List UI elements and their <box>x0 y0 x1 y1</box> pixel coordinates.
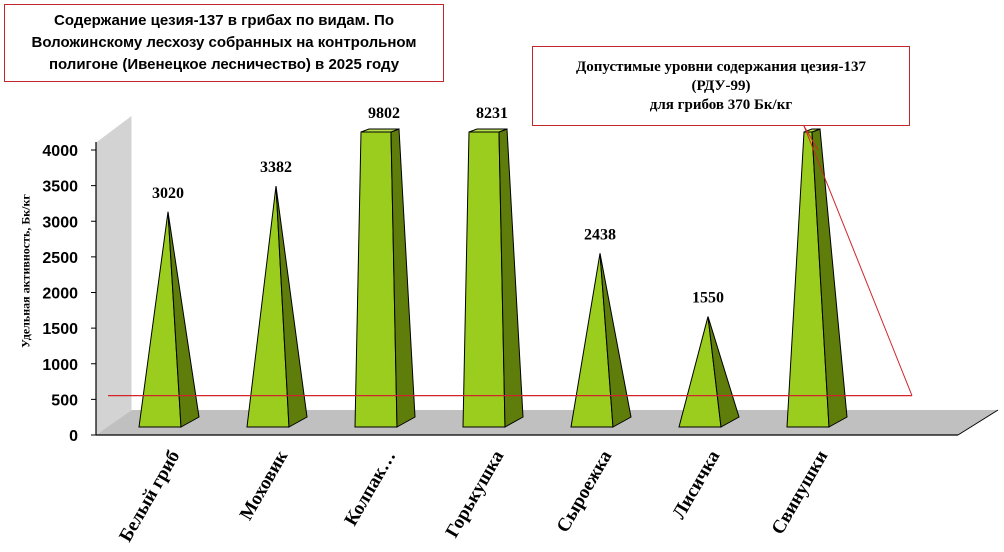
y-tick-label: 1500 <box>42 321 78 338</box>
bar-data-label: 2438 <box>584 226 616 243</box>
y-tick-label: 1000 <box>42 357 78 374</box>
category-label: Свинушки <box>767 447 832 538</box>
category-label: Горькушка <box>442 447 509 542</box>
chart-floor <box>96 410 998 435</box>
annotation-pointer-line <box>803 125 819 151</box>
bar-top-face <box>803 128 821 133</box>
category-label: Белый гриб <box>115 447 184 546</box>
bar-top-face <box>360 128 400 133</box>
bar-data-label: 9802 <box>368 105 400 122</box>
y-tick-label: 500 <box>51 392 78 409</box>
bar-data-label: 8231 <box>476 105 508 122</box>
annotation-leader-line <box>803 125 913 396</box>
bar-side-face <box>599 253 632 428</box>
bar-side-face <box>167 211 200 428</box>
category-label: Сыроежка <box>553 447 617 537</box>
category-label: Колпак… <box>341 447 401 530</box>
y-tick-label: 2000 <box>42 286 78 303</box>
bar-front-face <box>354 131 398 428</box>
bar-side-face <box>707 316 740 428</box>
limit-annotation: Допустимые уровни содержания цезия-137 (… <box>532 46 910 126</box>
bar-data-label: 3020 <box>152 185 184 202</box>
bar-data-label: 1550 <box>692 290 724 307</box>
chart-title: Содержание цезия-137 в грибах по видам. … <box>4 4 444 82</box>
y-tick-label: 0 <box>69 428 78 445</box>
bar-data-label: 3382 <box>260 159 292 176</box>
category-label: Моховик <box>236 447 293 524</box>
y-tick-label: 4000 <box>42 143 78 160</box>
y-axis-label: Удельная активность, Бк/кг <box>18 194 33 348</box>
chart-back-wall <box>95 114 133 436</box>
category-label: Лисичка <box>668 447 724 523</box>
y-tick-label: 2500 <box>42 250 78 267</box>
bar-side-face <box>275 185 308 428</box>
y-tick-label: 3500 <box>42 179 78 196</box>
bar-front-face <box>462 131 506 428</box>
y-tick-label: 3000 <box>42 214 78 231</box>
floor-edge-line <box>957 409 999 436</box>
bar-top-face <box>468 128 508 133</box>
